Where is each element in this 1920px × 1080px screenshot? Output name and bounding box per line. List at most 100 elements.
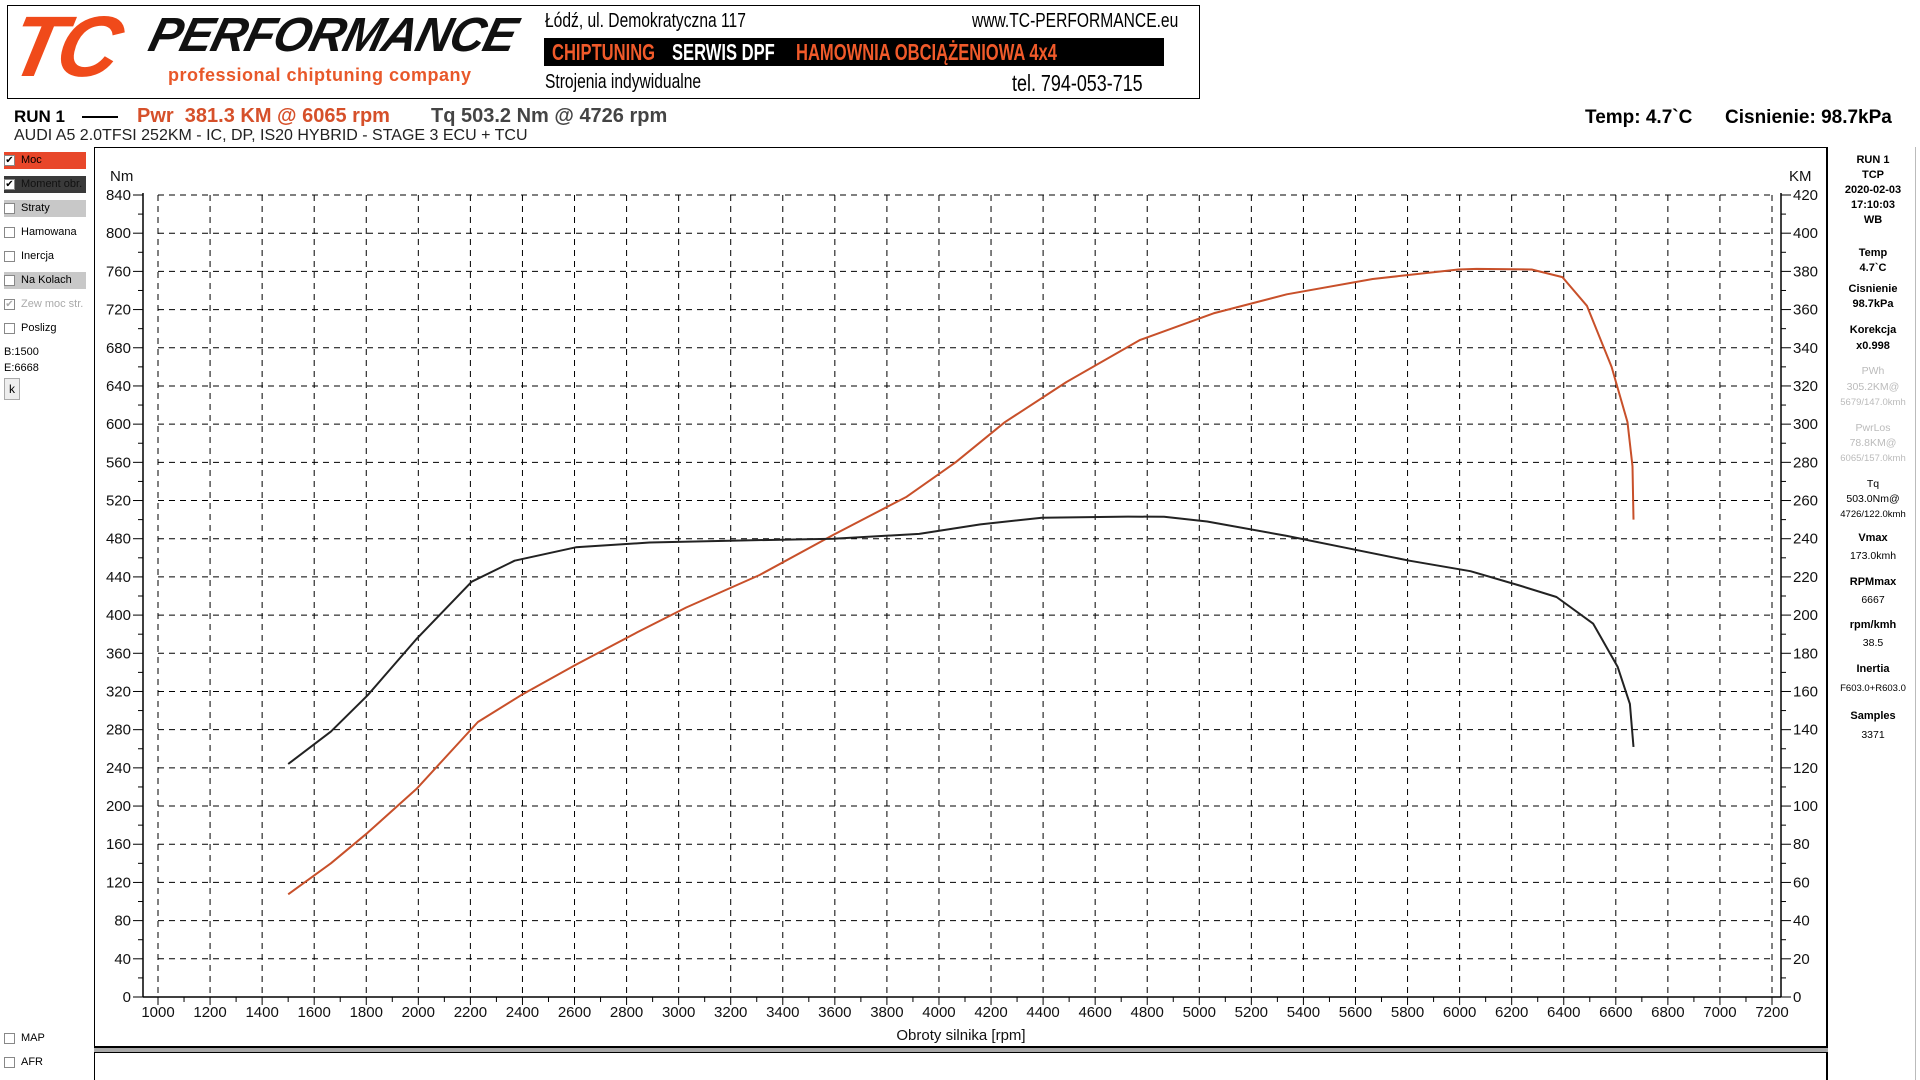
checkbox[interactable]: ✔ — [4, 299, 15, 310]
info-correction-label: Korekcja — [1849, 324, 1897, 336]
tagline: Strojenia indywidualne — [545, 71, 702, 93]
x-tick-label: 3800 — [870, 1004, 903, 1021]
sidebar-toggle-straty[interactable]: Straty — [4, 200, 86, 217]
x-tick-label: 1400 — [245, 1004, 278, 1021]
info-rpmmax-label: RPMmax — [1849, 576, 1897, 588]
info-pressure: 98.7kPa — [1852, 298, 1894, 310]
y-right-tick-label: 40 — [1793, 913, 1810, 930]
y-left-tick-label: 200 — [106, 798, 131, 815]
x-tick-label: 6800 — [1651, 1004, 1684, 1021]
sidebar-toggle-na-kolach[interactable]: Na Kolach — [4, 272, 86, 289]
x-tick-label: 4200 — [974, 1004, 1007, 1021]
x-axis-label: Obroty silnika [rpm] — [896, 1027, 1025, 1044]
y-left-tick-label: 840 — [106, 187, 131, 204]
x-tick-label: 6600 — [1599, 1004, 1632, 1021]
checkbox-label: Straty — [21, 202, 50, 214]
y-right-tick-label: 260 — [1793, 493, 1818, 510]
checkbox-label: MAP — [21, 1032, 45, 1044]
info-rpmmax: 6667 — [1861, 594, 1885, 606]
checkbox-label: Moment obr. — [21, 178, 83, 190]
sidebar-toggle-hamowana[interactable]: Hamowana — [4, 224, 86, 241]
info-pwh-2: 5679/147.0kmh — [1840, 397, 1906, 408]
y-left-axis-label: Nm — [110, 168, 133, 185]
checkbox[interactable] — [4, 251, 15, 262]
x-tick-label: 1200 — [193, 1004, 226, 1021]
checkbox-label: Poslizg — [21, 322, 57, 334]
y-right-tick-label: 140 — [1793, 722, 1818, 739]
begin-rpm: B:1500 — [4, 346, 39, 358]
checkbox[interactable] — [4, 323, 15, 334]
y-left-tick-label: 360 — [106, 645, 131, 662]
y-right-tick-label: 100 — [1793, 798, 1818, 815]
y-left-tick-label: 640 — [106, 378, 131, 395]
checkbox[interactable] — [4, 1057, 15, 1068]
x-tick-label: 5200 — [1235, 1004, 1268, 1021]
info-inertia: F603.0+R603.0 — [1840, 683, 1906, 694]
y-left-tick-label: 680 — [106, 340, 131, 357]
x-tick-label: 6000 — [1443, 1004, 1476, 1021]
temperature: Temp: 4.7`C — [1585, 107, 1693, 128]
info-samples: 3371 — [1861, 729, 1885, 741]
info-pwrlos-1: 78.8KM@ — [1849, 437, 1897, 449]
y-right-tick-label: 60 — [1793, 874, 1810, 891]
y-left-tick-label: 280 — [106, 722, 131, 739]
x-tick-label: 5400 — [1287, 1004, 1320, 1021]
y-right-tick-label: 80 — [1793, 836, 1810, 853]
x-tick-label: 3400 — [766, 1004, 799, 1021]
run-label: RUN 1 — [14, 107, 66, 126]
info-tq-1: 503.0Nm@ — [1846, 493, 1900, 505]
info-samples-label: Samples — [1850, 710, 1896, 722]
info-rpmkmh: 38.5 — [1862, 637, 1884, 649]
y-left-tick-label: 520 — [106, 493, 131, 510]
sidebar-toggle-afr[interactable]: AFR — [4, 1054, 86, 1071]
info-pwh-label: PWh — [1861, 365, 1885, 377]
y-left-tick-label: 160 — [106, 836, 131, 853]
checkbox[interactable] — [4, 227, 15, 238]
y-right-tick-label: 280 — [1793, 454, 1818, 471]
y-left-tick-label: 720 — [106, 302, 131, 319]
sidebar-toggle-moment-obr[interactable]: ✔ Moment obr. — [4, 176, 86, 193]
y-right-tick-label: 160 — [1793, 683, 1818, 700]
x-tick-label: 6200 — [1495, 1004, 1528, 1021]
x-tick-label: 3200 — [714, 1004, 747, 1021]
k-button[interactable]: k — [4, 378, 20, 400]
info-pwh-1: 305.2KM@ — [1846, 381, 1900, 393]
checkbox[interactable] — [4, 275, 15, 286]
y-left-tick-label: 40 — [114, 951, 131, 968]
sidebar-toggle-poslizg[interactable]: Poslizg — [4, 320, 86, 337]
sidebar-toggle-moc[interactable]: ✔ Moc — [4, 152, 86, 169]
checkbox-label: Hamowana — [21, 226, 77, 238]
panel-splitter[interactable] — [94, 1047, 1828, 1052]
info-run: RUN 1 — [1856, 154, 1890, 166]
x-tick-label: 5600 — [1339, 1004, 1372, 1021]
aux-chart-area — [94, 1052, 1828, 1080]
checkbox[interactable] — [4, 1033, 15, 1044]
x-tick-label: 3000 — [662, 1004, 695, 1021]
checkbox[interactable]: ✔ — [4, 179, 15, 190]
sidebar-toggle-map[interactable]: MAP — [4, 1030, 86, 1047]
sidebar-toggle-inercja[interactable]: Inercja — [4, 248, 86, 265]
run-line-legend — [82, 116, 118, 118]
services-band: CHIPTUNING SERWIS DPF HAMOWNIA OBCIĄŻENIOW… — [544, 38, 1164, 66]
y-left-tick-label: 440 — [106, 569, 131, 586]
y-left-tick-label: 120 — [106, 874, 131, 891]
info-pwrlos-2: 6065/157.0kmh — [1840, 453, 1906, 464]
run-info-panel: RUN 1 TCP 2020-02-03 17:10:03 WB Temp 4.… — [1830, 147, 1916, 1080]
checkbox[interactable]: ✔ — [4, 155, 15, 166]
checkbox[interactable] — [4, 203, 15, 214]
y-right-tick-label: 240 — [1793, 531, 1818, 548]
x-tick-label: 2600 — [558, 1004, 591, 1021]
info-pressure-label: Cisnienie — [1848, 283, 1898, 295]
y-right-tick-label: 300 — [1793, 416, 1818, 433]
x-tick-label: 5800 — [1391, 1004, 1424, 1021]
sidebar-toggle-zew-moc-str[interactable]: ✔ Zew moc str. — [4, 296, 86, 313]
info-time: 17:10:03 — [1850, 199, 1896, 211]
peak-power: Pwr 381.3 KM @ 6065 rpm — [137, 105, 390, 127]
y-right-tick-label: 320 — [1793, 378, 1818, 395]
y-right-tick-label: 380 — [1793, 263, 1818, 280]
y-left-tick-label: 80 — [114, 913, 131, 930]
y-left-tick-label: 0 — [123, 989, 131, 1006]
y-left-tick-label: 760 — [106, 263, 131, 280]
chart-area — [94, 147, 1828, 1047]
